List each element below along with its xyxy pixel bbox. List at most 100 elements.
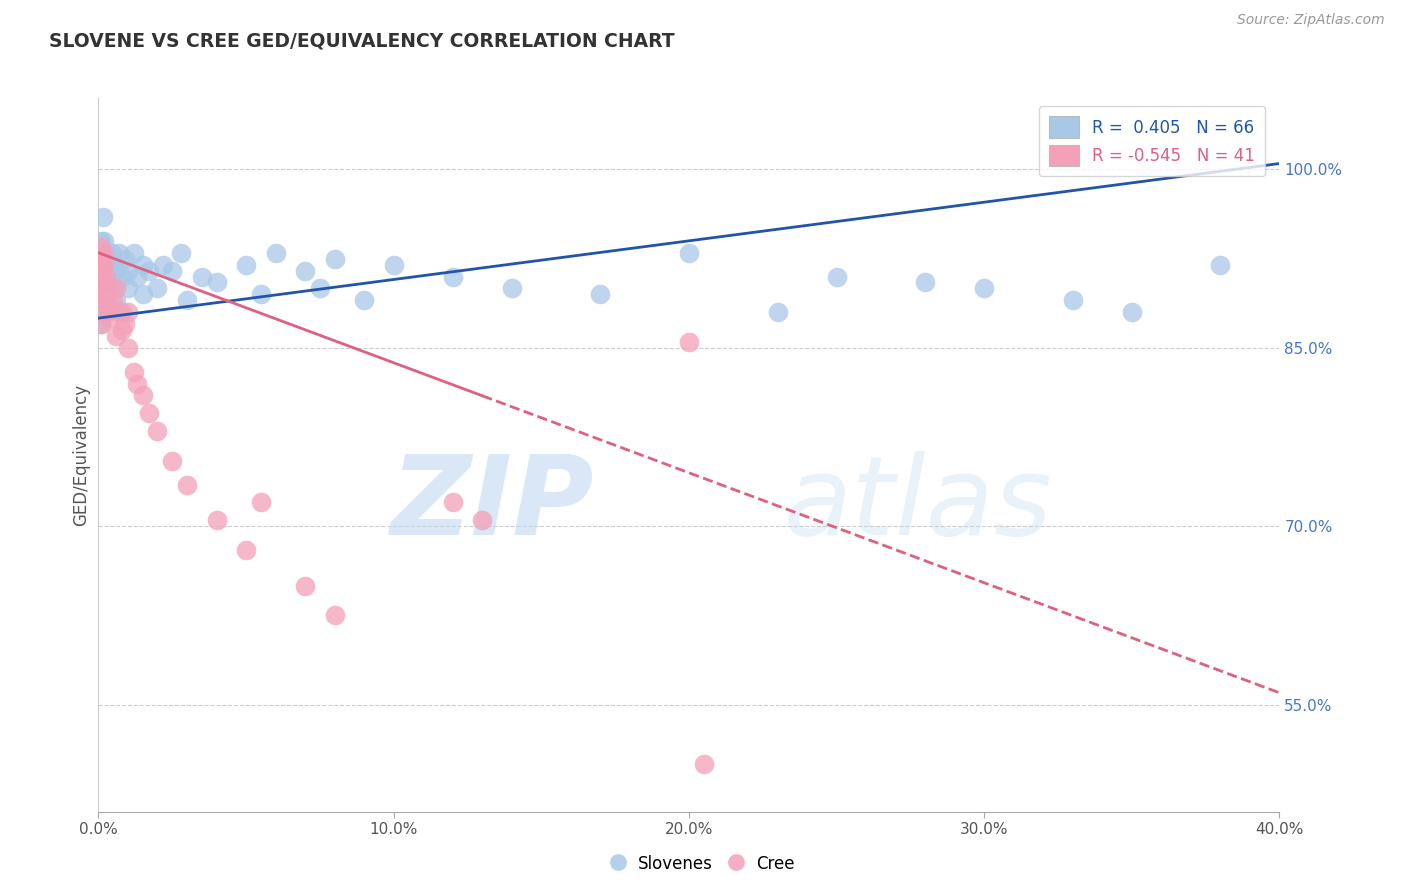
Point — [105, 281, 128, 295]
Point — [90, 276, 112, 290]
Point — [176, 293, 198, 308]
Text: ZIP: ZIP — [391, 451, 595, 558]
Point — [105, 263, 128, 277]
Text: atlas: atlas — [783, 451, 1052, 558]
Point — [111, 305, 134, 319]
Point — [309, 281, 332, 295]
Point — [441, 269, 464, 284]
Point — [250, 495, 273, 509]
Point — [162, 454, 183, 468]
Point — [353, 293, 375, 308]
Point — [100, 245, 122, 260]
Point — [323, 252, 346, 266]
Point — [103, 258, 125, 272]
Point — [205, 513, 228, 527]
Point — [766, 305, 789, 319]
Point — [114, 252, 136, 266]
Point — [96, 269, 118, 284]
Point — [96, 305, 118, 319]
Point — [176, 477, 198, 491]
Point — [96, 299, 118, 313]
Point — [973, 281, 995, 295]
Point — [96, 245, 118, 260]
Point — [914, 276, 936, 290]
Point — [103, 281, 125, 295]
Point — [89, 293, 111, 308]
Point — [125, 269, 148, 284]
Legend: Slovenes, Cree: Slovenes, Cree — [605, 848, 801, 880]
Point — [589, 287, 612, 301]
Point — [108, 305, 131, 319]
Point — [94, 252, 117, 266]
Point — [146, 281, 169, 295]
Point — [93, 258, 115, 272]
Point — [1209, 258, 1232, 272]
Point — [441, 495, 464, 509]
Point — [97, 281, 120, 295]
Point — [122, 365, 145, 379]
Point — [170, 245, 193, 260]
Point — [91, 263, 114, 277]
Point — [105, 293, 128, 308]
Y-axis label: GED/Equivalency: GED/Equivalency — [72, 384, 90, 526]
Point — [89, 269, 111, 284]
Point — [235, 258, 257, 272]
Point — [93, 269, 115, 284]
Point — [117, 263, 139, 277]
Point — [98, 299, 121, 313]
Point — [1121, 305, 1143, 319]
Point — [678, 334, 700, 349]
Point — [294, 263, 316, 277]
Point — [89, 258, 111, 272]
Point — [132, 388, 155, 402]
Point — [90, 317, 112, 331]
Point — [98, 269, 121, 284]
Point — [122, 245, 145, 260]
Point — [89, 245, 111, 260]
Point — [294, 579, 316, 593]
Point — [97, 258, 120, 272]
Legend: R =  0.405   N = 66, R = -0.545   N = 41: R = 0.405 N = 66, R = -0.545 N = 41 — [1039, 106, 1265, 176]
Point — [94, 269, 117, 284]
Point — [103, 293, 125, 308]
Point — [90, 269, 112, 284]
Point — [138, 406, 160, 420]
Point — [264, 245, 287, 260]
Point — [125, 376, 148, 391]
Point — [162, 263, 183, 277]
Point — [89, 245, 111, 260]
Point — [693, 757, 716, 772]
Point — [97, 281, 120, 295]
Point — [825, 269, 848, 284]
Point — [89, 281, 111, 295]
Point — [205, 276, 228, 290]
Point — [132, 287, 155, 301]
Point — [114, 317, 136, 331]
Point — [90, 317, 112, 331]
Point — [91, 245, 114, 260]
Point — [1062, 293, 1084, 308]
Point — [117, 341, 139, 355]
Point — [382, 258, 405, 272]
Point — [91, 210, 114, 224]
Text: SLOVENE VS CREE GED/EQUIVALENCY CORRELATION CHART: SLOVENE VS CREE GED/EQUIVALENCY CORRELAT… — [49, 31, 675, 50]
Point — [91, 245, 114, 260]
Point — [108, 245, 131, 260]
Text: Source: ZipAtlas.com: Source: ZipAtlas.com — [1237, 13, 1385, 28]
Point — [93, 305, 115, 319]
Point — [93, 293, 115, 308]
Point — [117, 305, 139, 319]
Point — [91, 293, 114, 308]
Point — [146, 424, 169, 438]
Point — [94, 287, 117, 301]
Point — [323, 608, 346, 623]
Point — [235, 543, 257, 558]
Point — [117, 281, 139, 295]
Point — [90, 258, 112, 272]
Point — [250, 287, 273, 301]
Point — [111, 323, 134, 337]
Point — [471, 513, 494, 527]
Point — [91, 281, 114, 295]
Point — [90, 234, 112, 248]
Point — [678, 245, 700, 260]
